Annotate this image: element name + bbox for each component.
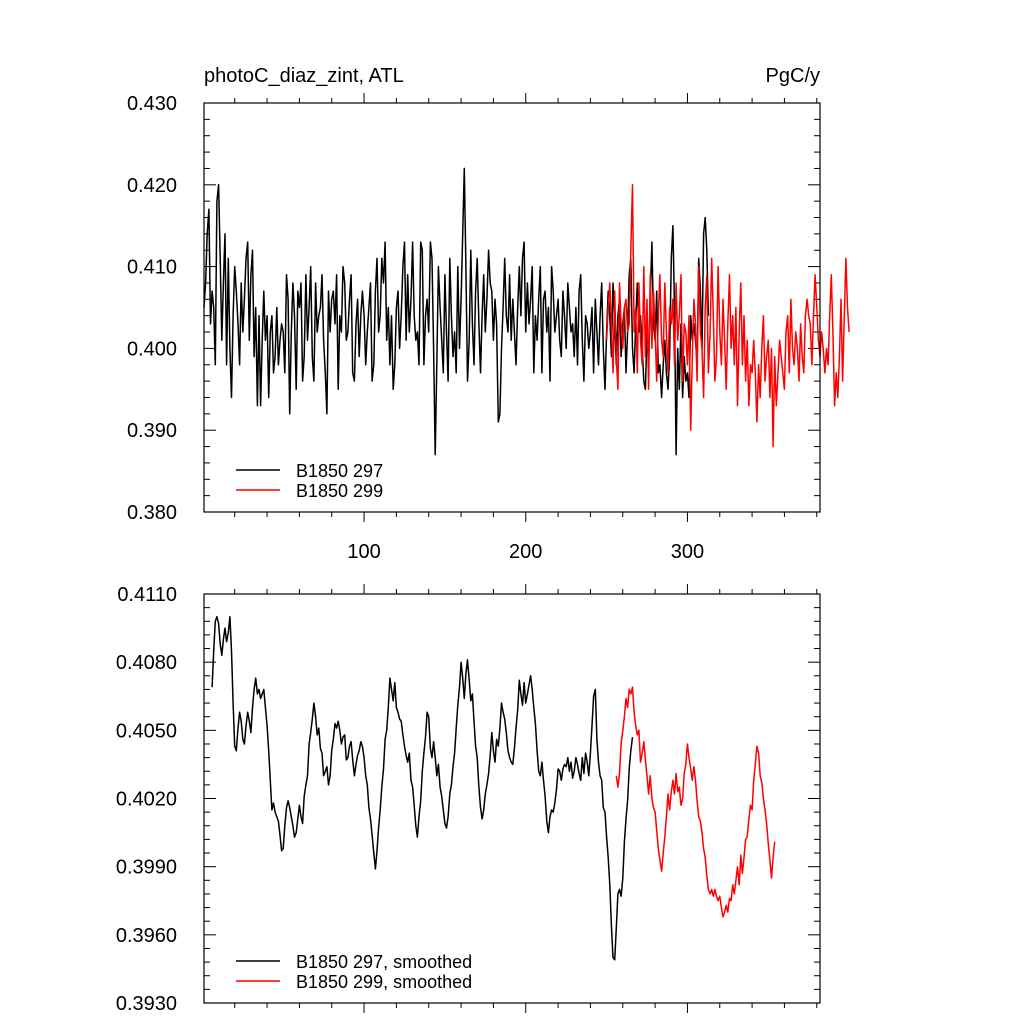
series-line-1: [605, 184, 850, 448]
y-tick-label: 0.3960: [116, 925, 177, 947]
y-tick-label: 0.410: [127, 257, 177, 279]
x-tick-label: 300: [671, 541, 704, 563]
bottom-panel: 0.3930 0.3960 0.3990 0.4020 0.4050 0.4080 0.41…: [116, 584, 821, 1015]
y-tick-label: 0.4020: [116, 789, 177, 811]
y-tick-label: 0.430: [127, 93, 177, 115]
plot-frame: [203, 102, 821, 513]
legend-label: B1850 297: [296, 461, 383, 481]
y-tick-label: 0.4080: [116, 652, 177, 674]
top-panel: photoC_diaz_zint, ATL PgC/y 0.380 0.390 0.…: [127, 65, 850, 563]
y-tick-label: 0.3990: [116, 857, 177, 879]
y-tick-label: 0.420: [127, 175, 177, 197]
y-tick-label: 0.4110: [117, 584, 177, 606]
legend-label: B1850 299, smoothed: [296, 972, 472, 992]
chart-title-units: PgC/y: [766, 65, 820, 87]
y-tick-label: 0.380: [127, 502, 177, 524]
x-tick-label: 200: [509, 541, 542, 563]
legend-label: B1850 297, smoothed: [296, 952, 472, 972]
y-tick-label: 0.3930: [116, 993, 177, 1015]
chart-title-left: photoC_diaz_zint, ATL: [204, 65, 404, 87]
plot-frame: [203, 593, 821, 1004]
series-line-1: [615, 686, 776, 918]
y-tick-label: 0.390: [127, 420, 177, 442]
y-tick-label: 0.400: [127, 338, 177, 360]
y-tick-label: 0.4050: [116, 720, 177, 742]
legend-label: B1850 299: [296, 481, 383, 501]
series-line-0: [211, 615, 634, 961]
x-tick-label: 100: [347, 541, 380, 563]
